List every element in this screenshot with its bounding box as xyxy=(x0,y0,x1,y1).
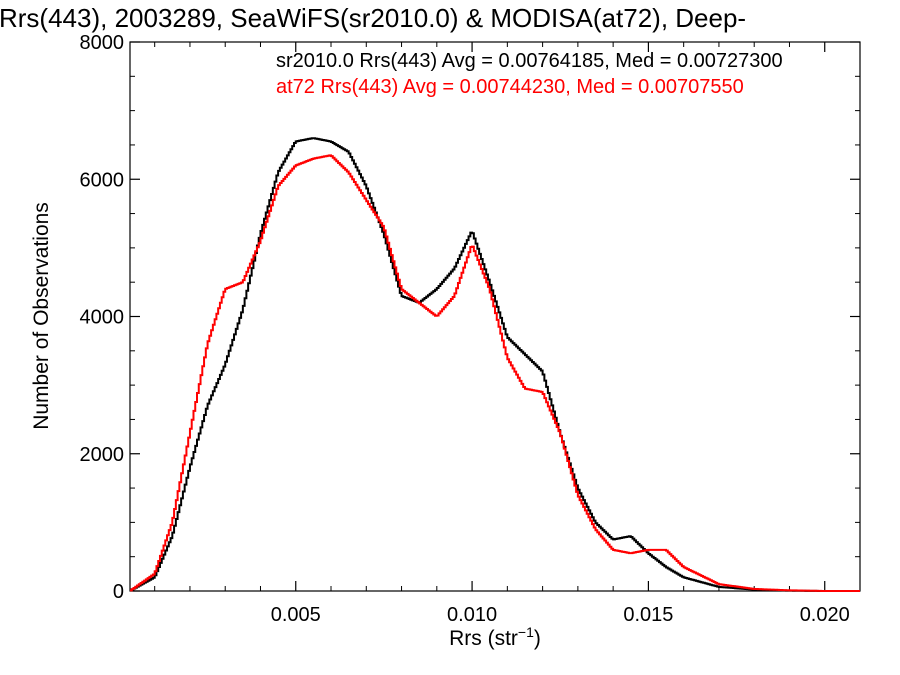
stats-annotations: sr2010.0 Rrs(443) Avg = 0.00764185, Med … xyxy=(276,50,783,98)
series-line-at72 xyxy=(130,154,860,592)
y-tick-label: 8000 xyxy=(80,32,125,54)
x-axis-title-suffix: ) xyxy=(534,627,541,650)
x-axis-title: Rrs (str−1) xyxy=(449,624,541,650)
series-layer xyxy=(130,137,860,592)
x-tick-label: 0.020 xyxy=(800,604,850,626)
stats-line-2: at72 Rrs(443) Avg = 0.00744230, Med = 0.… xyxy=(276,76,744,98)
chart-title: Rrs(443), 2003289, SeaWiFS(sr2010.0) & M… xyxy=(0,3,746,33)
x-tick-label: 0.015 xyxy=(623,604,673,626)
series-line-sr2010-0 xyxy=(130,137,860,592)
x-tick-label: 0.010 xyxy=(447,604,497,626)
stats-line-1: sr2010.0 Rrs(443) Avg = 0.00764185, Med … xyxy=(276,50,783,72)
y-tick-label: 6000 xyxy=(80,169,125,191)
y-tick-label: 4000 xyxy=(80,307,125,329)
y-tick-label: 0 xyxy=(113,581,124,603)
x-tick-label: 0.005 xyxy=(271,604,321,626)
y-tick-label: 2000 xyxy=(80,444,125,466)
plot-frame xyxy=(129,41,861,592)
x-axis-title-main: Rrs (str xyxy=(449,627,518,650)
y-axis-title: Number of Observations xyxy=(30,202,53,430)
x-axis-title-superscript: −1 xyxy=(518,624,534,640)
axis-ticks: 0.005 0.010 0.015 0.020 0 2000 4000 6000 8000 xyxy=(80,32,860,626)
